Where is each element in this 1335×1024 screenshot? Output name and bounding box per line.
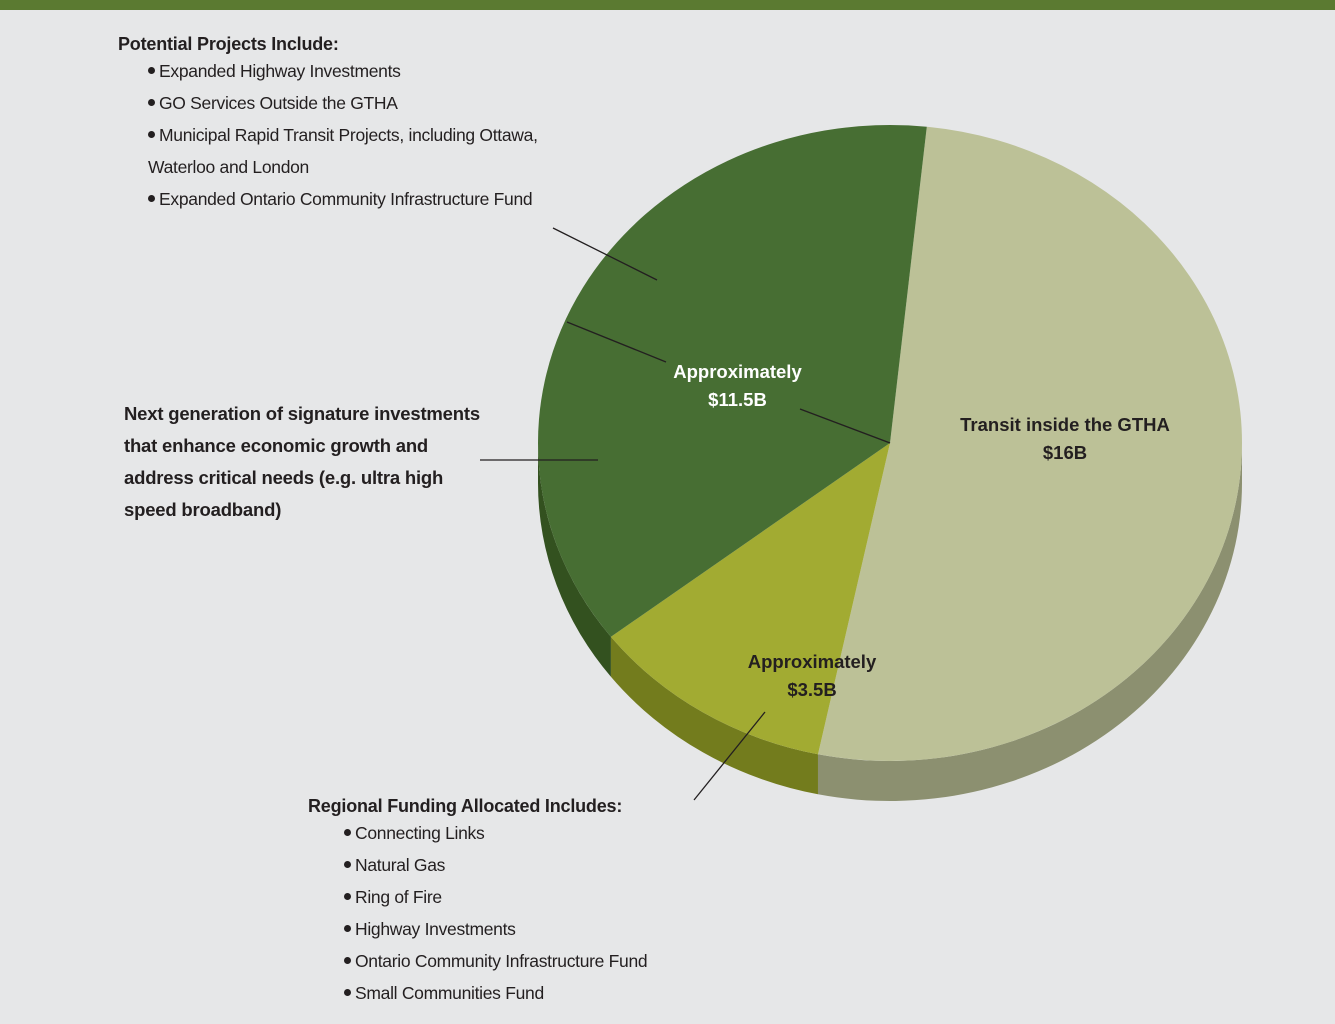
leader-line-projects: [552, 227, 658, 281]
bullet-icon: [344, 924, 351, 932]
pie-slice-transit-16b-side: [817, 443, 1242, 801]
projects-heading: Potential Projects Include:: [118, 34, 339, 54]
bullet-icon: [344, 828, 351, 836]
projects-annotation: Potential Projects Include: Expanded Hig…: [118, 34, 538, 215]
bullet-icon: [148, 194, 155, 202]
bullet-icon: [344, 892, 351, 900]
list-item: Highway Investments: [344, 913, 647, 945]
pie-slice-3-5b-side: [610, 636, 818, 795]
slice-label-name: Transit inside the GTHA: [960, 414, 1170, 435]
bullet-icon: [148, 66, 155, 74]
top-bar: [0, 0, 1335, 10]
list-item: Ring of Fire: [344, 881, 647, 913]
slice-label-11-5b: Approximately $11.5B: [655, 358, 820, 414]
list-item: Ontario Community Infrastructure Fund: [344, 945, 648, 977]
regional-annotation: Regional Funding Allocated Includes: Con…: [308, 796, 648, 1009]
slice-label-name: Approximately: [673, 361, 802, 382]
leader-line-center-a: [566, 321, 667, 363]
signature-annotation: Next generation of signature investments…: [124, 403, 480, 520]
list-item: Connecting Links: [344, 817, 647, 849]
pie-slice-11-5b-side: [538, 443, 611, 677]
list-item: Small Communities Fund: [344, 977, 647, 1009]
pie-slice-11-5b: [538, 124, 927, 637]
bullet-icon: [148, 98, 155, 106]
leader-line-regional: [693, 711, 766, 801]
list-item: Natural Gas: [344, 849, 647, 881]
list-item: Expanded Highway Investments: [148, 55, 538, 87]
list-item: GO Services Outside the GTHA: [148, 87, 538, 119]
projects-list: Expanded Highway Investments GO Services…: [148, 55, 538, 215]
pie-slice-transit-16b: [817, 126, 1242, 762]
pie-slice-3-5b: [610, 443, 890, 755]
bullet-icon: [344, 956, 351, 964]
list-item: Expanded Ontario Community Infrastructur…: [148, 183, 538, 215]
leader-line-center-b: [799, 408, 891, 444]
slice-label-value: $11.5B: [708, 389, 767, 410]
bullet-icon: [148, 130, 155, 138]
regional-heading: Regional Funding Allocated Includes:: [308, 796, 623, 816]
slice-label-16b: Transit inside the GTHA $16B: [940, 411, 1190, 467]
bullet-icon: [344, 860, 351, 868]
bullet-icon: [344, 988, 351, 996]
list-item: Municipal Rapid Transit Projects, includ…: [148, 125, 538, 177]
slice-label-3-5b: Approximately $3.5B: [728, 648, 896, 704]
slice-label-value: $3.5B: [787, 679, 837, 700]
slice-label-name: Approximately: [747, 651, 877, 672]
regional-list: Connecting Links Natural Gas Ring of Fir…: [344, 817, 648, 1009]
slice-label-value: $16B: [1042, 442, 1088, 463]
